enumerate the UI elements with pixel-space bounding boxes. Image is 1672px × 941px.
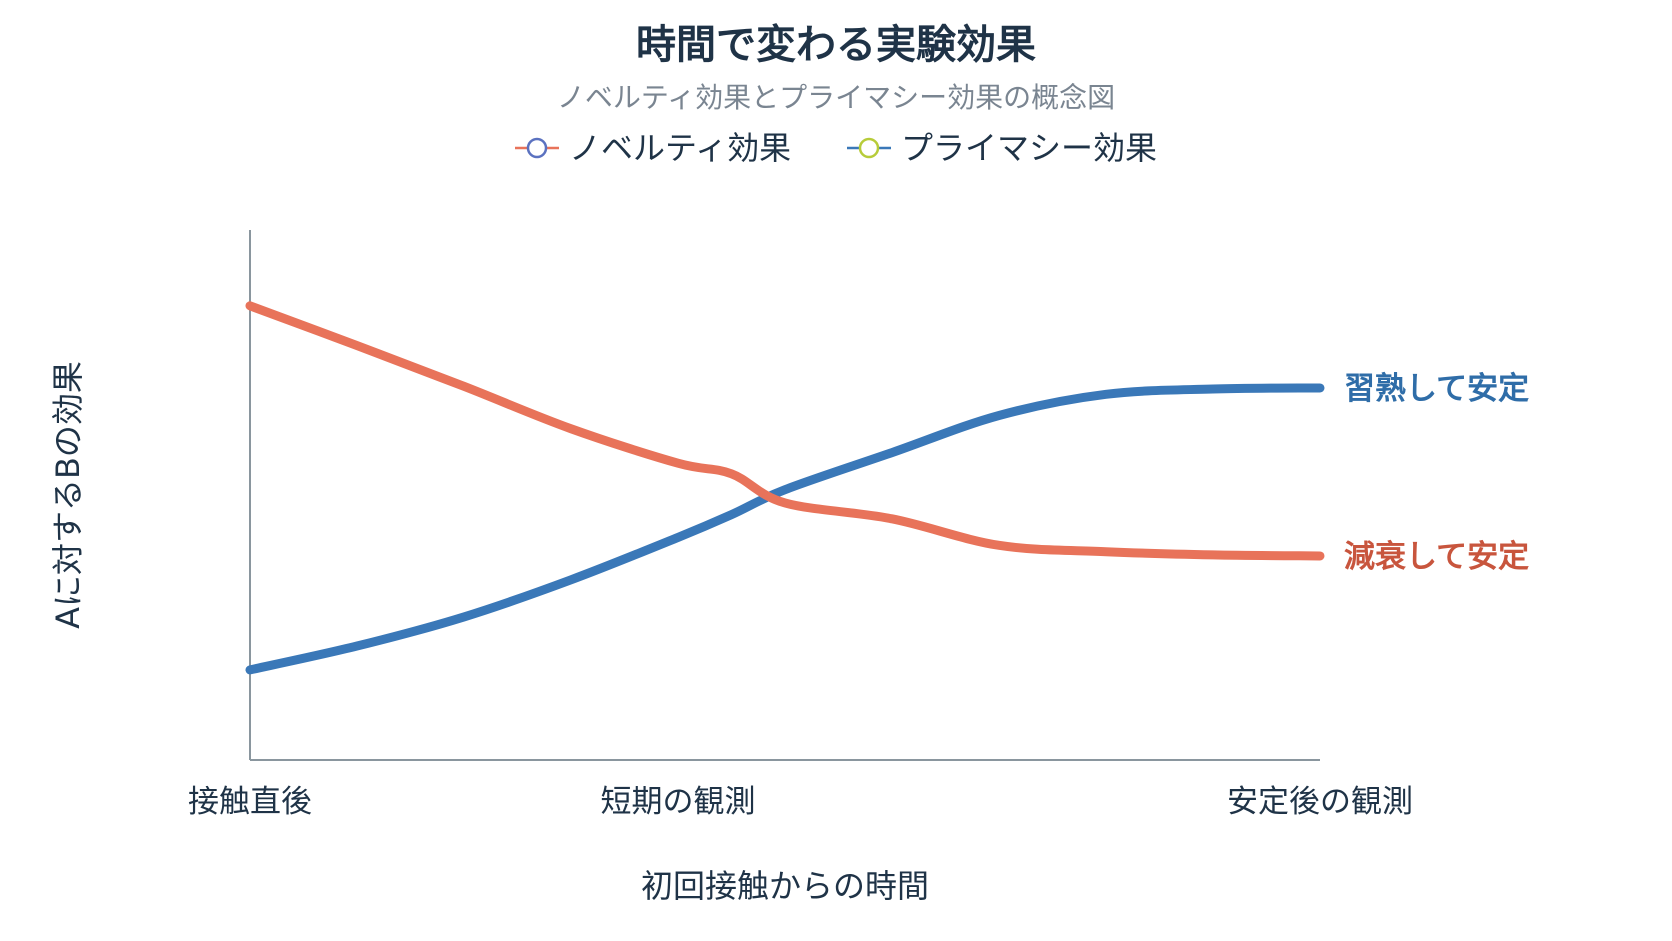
x-tick-labels: 接触直後 短期の観測 安定後の観測 (188, 784, 1413, 820)
chart-title: 時間で変わる実験効果 (636, 22, 1036, 68)
series-line-novelty (245, 301, 1325, 561)
legend-label: ノベルティ効果 (569, 129, 791, 167)
legend: ノベルティ効果 プライマシー効果 (515, 129, 1157, 167)
y-axis-label: Aに対するBの効果 (49, 361, 87, 629)
x-axis-label: 初回接触からの時間 (641, 867, 929, 905)
x-tick-label: 安定後の観測 (1227, 784, 1413, 820)
end-label-novelty: 減衰して安定 (1344, 539, 1529, 575)
x-tick-label: 短期の観測 (601, 784, 756, 820)
end-label-primacy: 習熟して安定 (1344, 371, 1529, 407)
series-line-primacy (245, 383, 1325, 675)
legend-marker (526, 137, 548, 159)
chart-subtitle: ノベルティ効果とプライマシー効果の概念図 (557, 81, 1115, 114)
legend-label: プライマシー効果 (901, 129, 1157, 167)
legend-item-primacy: プライマシー効果 (847, 129, 1157, 167)
legend-marker (858, 137, 880, 159)
legend-item-novelty: ノベルティ効果 (515, 129, 791, 167)
x-tick-label: 接触直後 (188, 784, 312, 820)
